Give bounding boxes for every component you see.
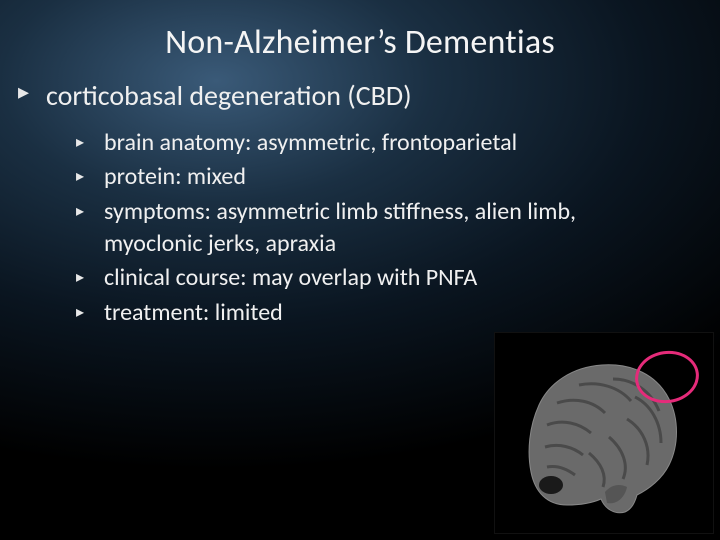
sub-bullet-text: treatment: limited (104, 297, 283, 329)
bullet-arrow-icon: ▸ (76, 196, 94, 223)
sub-bullet-text: brain anatomy: asymmetric, frontoparieta… (104, 127, 517, 159)
slide: Non-Alzheimer’s Dementias ▸ corticobasal… (0, 0, 720, 540)
top-bullet-text: corticobasal degeneration (CBD) (46, 77, 412, 115)
list-item: ▸ clinical course: may overlap with PNFA (76, 262, 700, 294)
bullet-arrow-icon: ▸ (76, 161, 94, 188)
sub-bullet-text: protein: mixed (104, 161, 246, 193)
slide-title: Non-Alzheimer’s Dementias (0, 0, 720, 77)
list-item: ▸ brain anatomy: asymmetric, frontoparie… (76, 127, 700, 159)
sub-bullet-text: symptoms: asymmetric limb stiffness, ali… (104, 196, 664, 261)
bullet-arrow-icon: ▸ (76, 127, 94, 154)
bullet-arrow-icon: ▸ (76, 262, 94, 289)
sub-bullet-list: ▸ brain anatomy: asymmetric, frontoparie… (18, 121, 700, 329)
sub-bullet-text: clinical course: may overlap with PNFA (104, 262, 477, 294)
slide-content: ▸ corticobasal degeneration (CBD) ▸ brai… (0, 77, 720, 329)
list-item: ▸ protein: mixed (76, 161, 700, 193)
list-item: ▸ treatment: limited (76, 297, 700, 329)
brain-mri-image (494, 332, 714, 534)
list-item: ▸ symptoms: asymmetric limb stiffness, a… (76, 196, 700, 261)
bullet-arrow-icon: ▸ (18, 77, 36, 107)
bullet-arrow-icon: ▸ (76, 297, 94, 324)
top-bullet-row: ▸ corticobasal degeneration (CBD) (18, 77, 700, 115)
